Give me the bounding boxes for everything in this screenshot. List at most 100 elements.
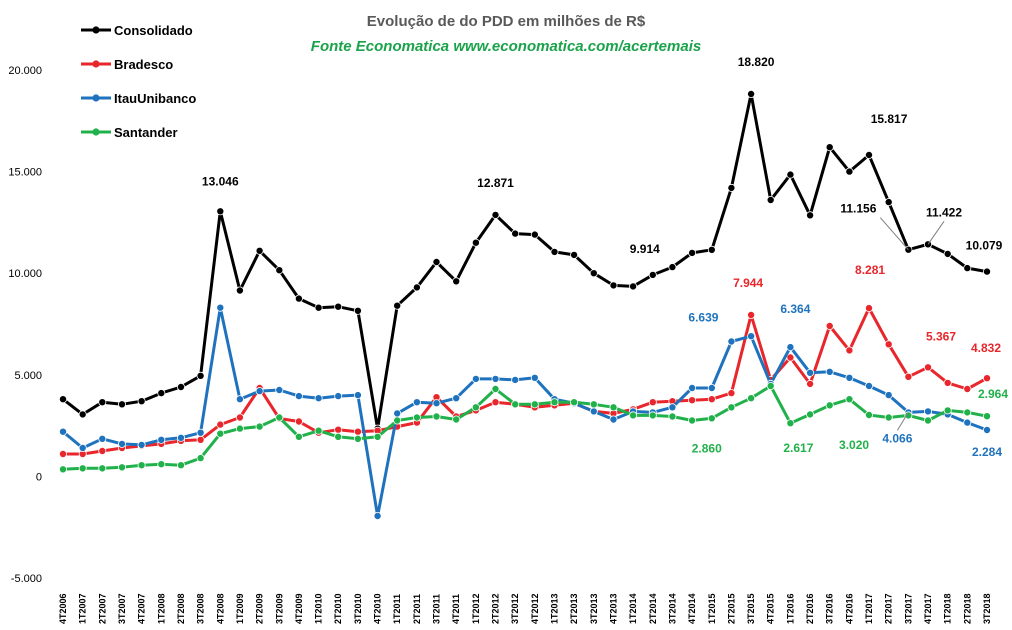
data-point (589, 269, 598, 278)
data-point (983, 412, 992, 421)
data-point (727, 337, 736, 346)
data-point (550, 398, 559, 407)
data-point (963, 408, 972, 417)
data-point (884, 413, 893, 422)
data-point (137, 461, 146, 470)
x-tick-label: 2T2016 (805, 593, 815, 624)
data-point (353, 306, 362, 315)
data-point (393, 409, 402, 418)
data-point (609, 403, 618, 412)
x-tick-label: 2T2011 (412, 594, 422, 624)
y-tick-label: 5.000 (14, 370, 42, 382)
data-point (924, 240, 933, 249)
x-tick-label: 2T2015 (726, 593, 736, 624)
leader-line (879, 217, 909, 251)
data-point (275, 385, 284, 394)
data-label: 15.817 (871, 112, 908, 126)
data-label: 7.944 (733, 276, 763, 290)
x-tick-label: 1T2011 (392, 594, 402, 624)
data-point (176, 433, 185, 442)
data-point (806, 379, 815, 388)
data-point (609, 281, 618, 290)
x-tick-label: 2T2007 (97, 593, 107, 624)
data-point (766, 195, 775, 204)
data-point (157, 389, 166, 398)
data-point (294, 417, 303, 426)
data-point (688, 416, 697, 425)
chart-subtitle: Fonte Economatica www.economatica.com/ac… (311, 38, 701, 55)
data-point (353, 391, 362, 400)
x-tick-label: 2T2013 (569, 593, 579, 624)
x-tick-label: 2T2010 (333, 593, 343, 624)
data-point (491, 210, 500, 219)
data-point (491, 374, 500, 383)
data-point (59, 465, 68, 474)
data-point (570, 250, 579, 259)
data-point (924, 407, 933, 416)
y-tick-label: 15.000 (8, 167, 42, 179)
data-point (786, 419, 795, 428)
x-tick-label: 1T2016 (785, 593, 795, 624)
data-point (629, 411, 638, 420)
data-point (825, 321, 834, 330)
data-point (432, 412, 441, 421)
data-point (511, 229, 520, 238)
data-point (983, 374, 992, 383)
x-tick-label: 2T2009 (255, 593, 265, 624)
x-tick-label: 1T2018 (943, 593, 953, 624)
data-point (432, 257, 441, 266)
y-tick-label: 20.000 (8, 65, 42, 77)
data-point (334, 425, 343, 434)
data-point (609, 415, 618, 424)
data-label: 4.066 (882, 431, 912, 445)
data-point (904, 411, 913, 420)
data-point (412, 413, 421, 422)
x-tick-label: 3T2013 (589, 593, 599, 624)
data-point (491, 384, 500, 393)
data-point (668, 403, 677, 412)
data-point (314, 394, 323, 403)
data-point (845, 167, 854, 176)
x-tick-label: 2T2014 (648, 593, 658, 624)
data-point (98, 464, 107, 473)
data-point (235, 286, 244, 295)
data-point (943, 406, 952, 415)
data-point (471, 374, 480, 383)
x-tick-label: 4T2013 (608, 593, 618, 624)
x-tick-label: 3T2017 (903, 593, 913, 624)
x-tick-label: 2T2018 (962, 593, 972, 624)
data-point (963, 418, 972, 427)
x-tick-label: 3T2011 (432, 594, 442, 624)
x-tick-label: 1T2014 (628, 593, 638, 624)
data-point (334, 432, 343, 441)
y-axis: -5.000 0 5.000 10.000 15.000 20.000 (8, 65, 42, 585)
data-point (707, 395, 716, 404)
data-point (865, 150, 874, 159)
x-tick-label: 4T2015 (766, 593, 776, 624)
x-tick-label: 4T2007 (137, 593, 147, 624)
data-point (216, 303, 225, 312)
legend-label: Consolidado (114, 23, 193, 38)
legend-label: Bradesco (114, 57, 173, 72)
data-point (629, 282, 638, 291)
data-point (943, 378, 952, 387)
data-point (550, 247, 559, 256)
x-tick-label: 3T2015 (746, 593, 756, 624)
data-point (924, 416, 933, 425)
data-point (216, 420, 225, 429)
data-label: 11.422 (926, 205, 962, 219)
data-point (393, 416, 402, 425)
data-point (98, 398, 107, 407)
data-point (707, 383, 716, 392)
data-point (727, 389, 736, 398)
data-point (865, 410, 874, 419)
x-tick-label: 1T2010 (314, 593, 324, 624)
data-point (747, 90, 756, 99)
data-point (334, 392, 343, 401)
leader-line (896, 412, 909, 431)
data-label: 10.079 (966, 239, 1003, 253)
data-point (786, 170, 795, 179)
data-point (314, 303, 323, 312)
data-point (688, 248, 697, 257)
data-point (786, 353, 795, 362)
